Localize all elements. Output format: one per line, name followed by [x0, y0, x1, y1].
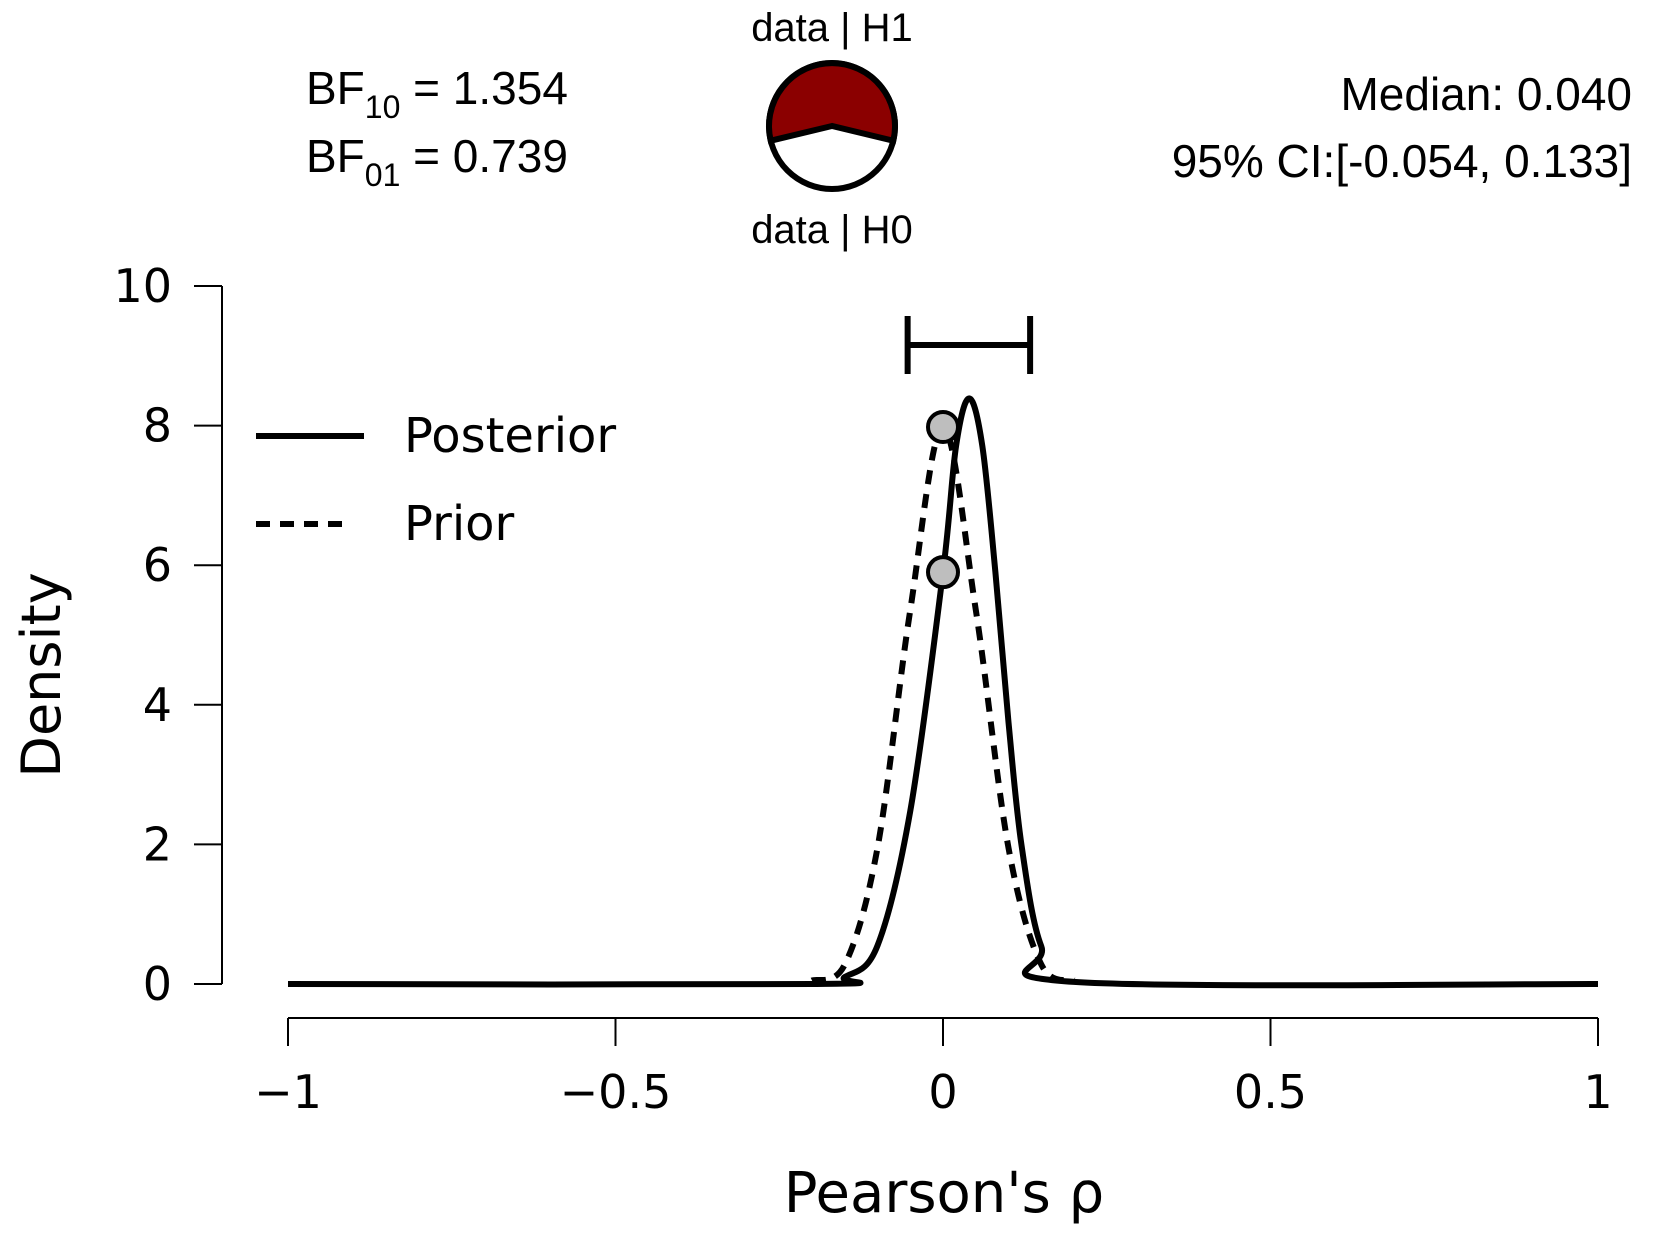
- x-tick-label: 0.5: [1234, 1065, 1307, 1119]
- x-tick-label: 1: [1583, 1065, 1612, 1119]
- posterior-curve: [287, 395, 1599, 989]
- x-axis: −1 −0.5 0 0.5 1: [254, 1017, 1613, 1119]
- y-axis: 0 2 4 6 8 10: [113, 259, 223, 1011]
- prior-curve: [810, 423, 1076, 984]
- prior-point: [926, 409, 960, 444]
- median-text: Median: 0.040: [1340, 68, 1632, 120]
- y-axis-label: Density: [10, 572, 73, 777]
- x-axis-label: Pearson's ρ: [784, 1161, 1104, 1226]
- evidence-pie: [766, 60, 898, 192]
- x-tick-label: −0.5: [560, 1065, 672, 1119]
- pie-top-label: data | H1: [751, 6, 913, 50]
- y-tick-label: 2: [143, 817, 172, 871]
- pie-h1-slice: [766, 60, 898, 145]
- ci-text: 95% CI:[-0.054, 0.133]: [1172, 135, 1632, 187]
- y-tick-label: 8: [143, 399, 172, 453]
- posterior-point: [926, 555, 960, 590]
- y-tick-label: 6: [143, 538, 172, 592]
- bf01-text: BF01 = 0.739: [306, 130, 568, 193]
- legend: Posterior Prior: [256, 408, 616, 552]
- x-tick-label: −1: [254, 1065, 322, 1119]
- y-tick-label: 10: [113, 259, 172, 313]
- plot-area: [287, 316, 1599, 989]
- x-tick-label: 0: [928, 1065, 957, 1119]
- y-tick-label: 4: [143, 678, 172, 732]
- y-tick-label: 0: [143, 957, 172, 1011]
- pie-bottom-label: data | H0: [751, 208, 913, 252]
- bf10-text: BF10 = 1.354: [306, 62, 568, 125]
- legend-prior-label: Prior: [404, 496, 515, 552]
- legend-posterior-label: Posterior: [404, 408, 616, 464]
